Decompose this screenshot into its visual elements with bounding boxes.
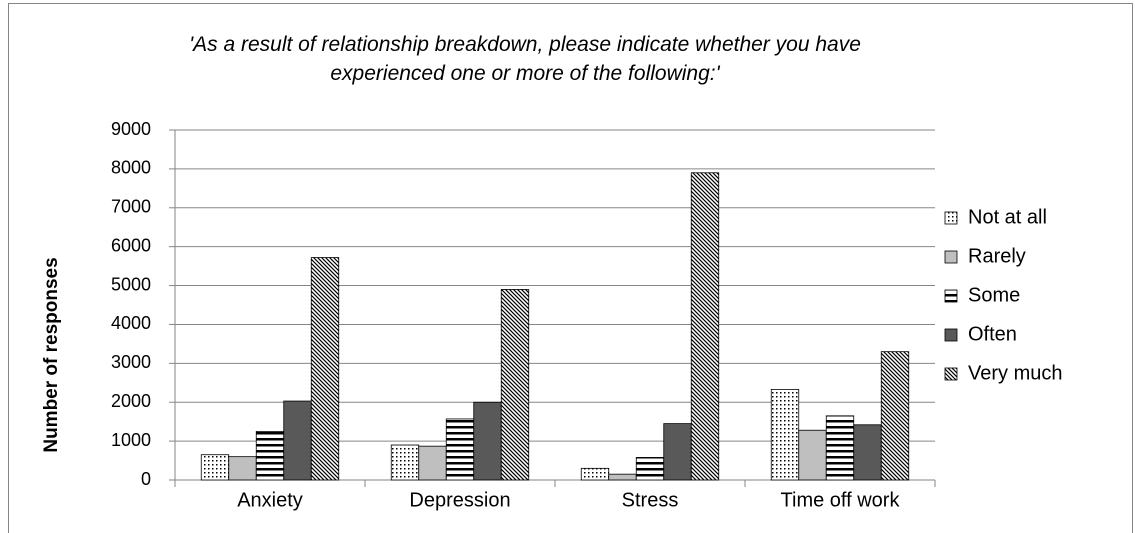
bar [500, 289, 530, 481]
y-tick-label: 5000 [111, 274, 151, 294]
y-tick-label: 1000 [111, 430, 151, 450]
y-tick-label: 8000 [111, 158, 151, 178]
legend-label: Not at all [968, 206, 1047, 228]
y-tick-label: 7000 [111, 197, 151, 217]
legend-label: Often [968, 323, 1017, 345]
bar [663, 423, 692, 481]
y-tick-label: 3000 [111, 352, 151, 372]
x-tick-label: Anxiety [237, 489, 303, 511]
y-tick-label: 2000 [111, 391, 151, 411]
legend-swatch [944, 211, 958, 225]
legend-swatch [944, 250, 958, 264]
y-tick-label: 4000 [111, 313, 151, 333]
y-tick-label: 6000 [111, 235, 151, 255]
bar [255, 430, 285, 481]
x-tick-label: Stress [622, 489, 679, 511]
legend-swatch [944, 328, 958, 342]
bar [880, 351, 910, 481]
legend-swatch [944, 367, 958, 381]
legend-label: Very much [968, 362, 1062, 384]
bar [445, 418, 475, 481]
y-axis-label: Number of responses [41, 257, 62, 452]
y-tick-label: 0 [141, 469, 151, 489]
legend-label: Some [968, 284, 1020, 306]
bar [770, 388, 800, 481]
bar [283, 400, 312, 481]
bar [200, 454, 230, 481]
legend-label: Rarely [968, 245, 1026, 267]
bar [580, 467, 610, 481]
x-tick-label: Depression [409, 489, 510, 511]
bar [635, 457, 665, 481]
bar [228, 456, 257, 481]
bar [825, 415, 855, 481]
bar [798, 429, 827, 481]
bar [310, 257, 340, 481]
x-tick-label: Time off work [781, 489, 901, 511]
bar [473, 401, 502, 481]
chart-title: 'As a result of relationship breakdown, … [189, 33, 861, 85]
bar [853, 424, 882, 481]
bar [390, 444, 420, 481]
y-tick-label: 9000 [111, 119, 151, 139]
bar [608, 473, 637, 481]
bar [690, 172, 720, 481]
bar [418, 445, 447, 481]
chart-border [8, 3, 1133, 533]
legend-swatch [944, 289, 958, 303]
